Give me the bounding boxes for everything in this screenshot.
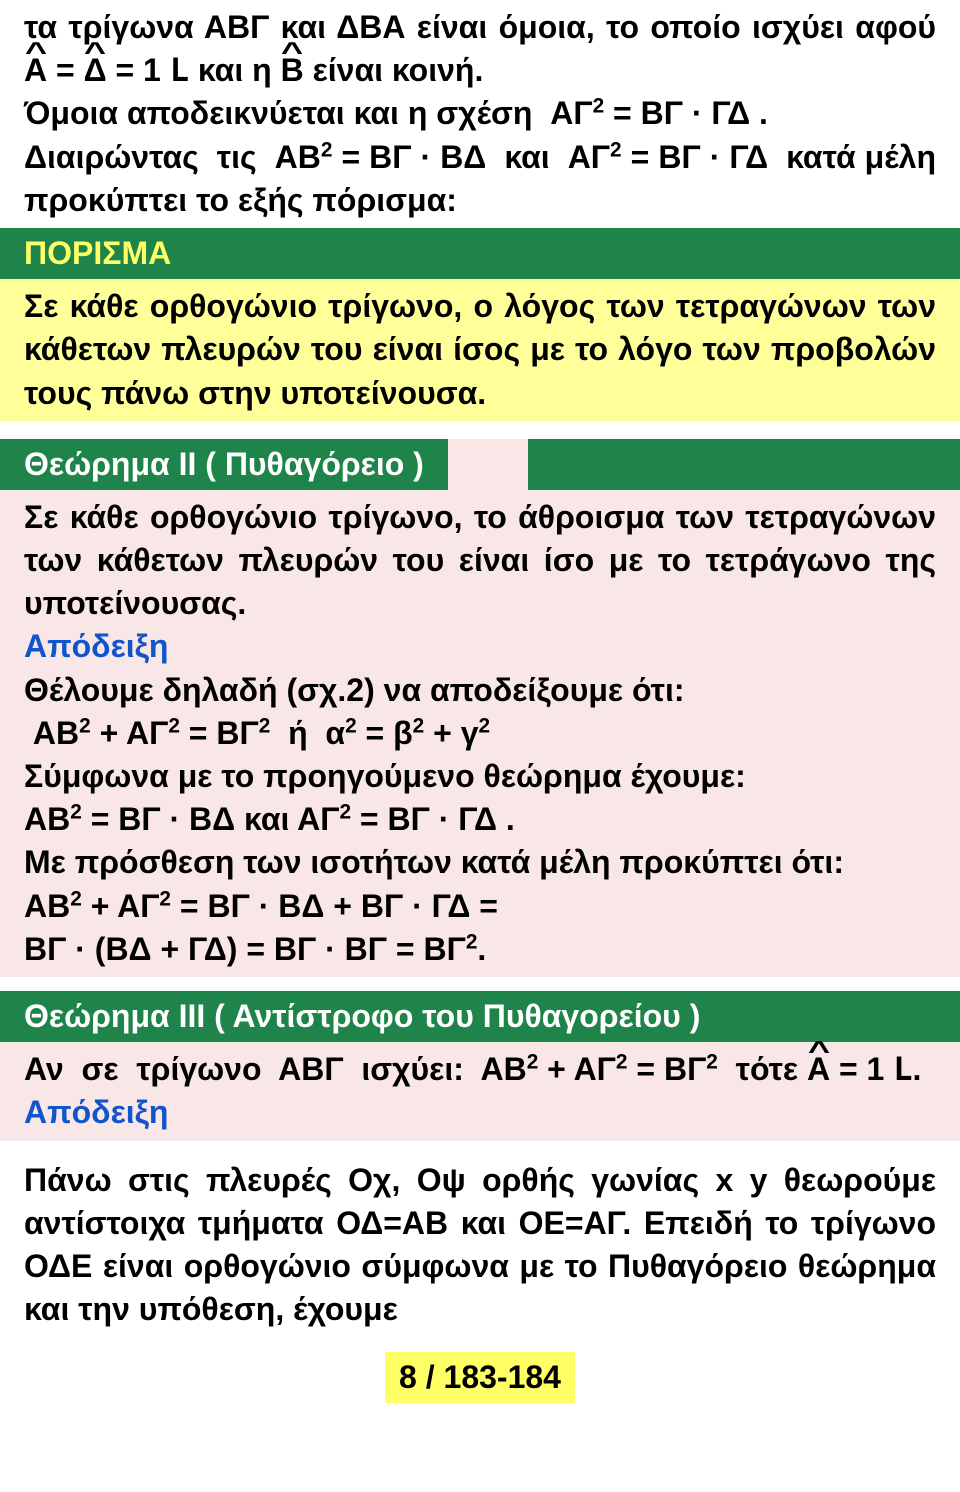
theorem-3-proof: Πάνω στις πλευρές Οχ, Οψ ορθής γωνίας x …: [0, 1141, 960, 1338]
theorem-3-body: Αν σε τρίγωνο ΑΒΓ ισχύει: ΑΒ2 + ΑΓ2 = ΒΓ…: [0, 1042, 960, 1140]
theorem-2-title: Θεώρημα ΙΙ ( Πυθαγόρειο ): [24, 446, 424, 482]
theorem-2-eq3b: ΒΓ · (ΒΔ + ΓΔ) = ΒΓ · ΒΓ = ΒΓ2.: [24, 928, 936, 971]
page-number-row: 8 / 183-184: [0, 1352, 960, 1403]
proof-label-2: Απόδειξη: [24, 625, 936, 668]
header-right-fill: [528, 439, 960, 490]
porisma-label: ΠΟΡΙΣΜΑ: [24, 235, 171, 271]
page-number: 8 / 183-184: [385, 1352, 575, 1403]
theorem-2-body: Σε κάθε ορθογώνιο τρίγωνο, το άθροισμα τ…: [0, 490, 960, 977]
intro-text-2: Όμοια αποδεικνύεται και η σχέση ΑΓ2 = ΒΓ…: [24, 95, 768, 131]
theorem-2-statement: Σε κάθε ορθογώνιο τρίγωνο, το άθροισμα τ…: [24, 496, 936, 626]
intro-text-3: Διαιρώντας τις ΑΒ2 = ΒΓ · ΒΔ και ΑΓ2 = Β…: [24, 139, 936, 218]
theorem-2-p2: Σύμφωνα με το προηγούμενο θεώρημα έχουμε…: [24, 755, 936, 798]
porisma-text: Σε κάθε ορθογώνιο τρίγωνο, ο λόγος των τ…: [24, 288, 936, 410]
theorem-3-p1: Πάνω στις πλευρές Οχ, Οψ ορθής γωνίας x …: [24, 1162, 936, 1328]
porisma-body: Σε κάθε ορθογώνιο τρίγωνο, ο λόγος των τ…: [0, 279, 960, 421]
theorem-2-eq3a: ΑΒ2 + ΑΓ2 = ΒΓ · ΒΔ + ΒΓ · ΓΔ =: [24, 885, 936, 928]
theorem-2-p1: Θέλουμε δηλαδή (σχ.2) να αποδείξουμε ότι…: [24, 669, 936, 712]
theorem-3-title: Θεώρημα ΙΙΙ ( Αντίστροφο του Πυθαγορείου…: [24, 998, 700, 1034]
porisma-header: ΠΟΡΙΣΜΑ: [0, 228, 960, 279]
theorem-2-header: Θεώρημα ΙΙ ( Πυθαγόρειο ): [0, 439, 448, 490]
intro-text-1: τα τρίγωνα ΑΒΓ και ΔΒΑ είναι όμοια, το ο…: [24, 9, 936, 88]
theorem-2-eq2: ΑΒ2 = ΒΓ · ΒΔ και ΑΓ2 = ΒΓ · ΓΔ .: [24, 798, 936, 841]
theorem-2-eq1: ΑΒ2 + ΑΓ2 = ΒΓ2 ή α2 = β2 + γ2: [24, 712, 936, 755]
proof-label-3: Απόδειξη: [24, 1091, 936, 1134]
header-gap: [448, 439, 528, 490]
theorem-3-statement: Αν σε τρίγωνο ΑΒΓ ισχύει: ΑΒ2 + ΑΓ2 = ΒΓ…: [24, 1048, 936, 1091]
theorem-2-p3: Με πρόσθεση των ισοτήτων κατά μέλη προκύ…: [24, 841, 936, 884]
intro-section: τα τρίγωνα ΑΒΓ και ΔΒΑ είναι όμοια, το ο…: [0, 0, 960, 228]
theorem-2-header-row: Θεώρημα ΙΙ ( Πυθαγόρειο ): [0, 439, 960, 490]
